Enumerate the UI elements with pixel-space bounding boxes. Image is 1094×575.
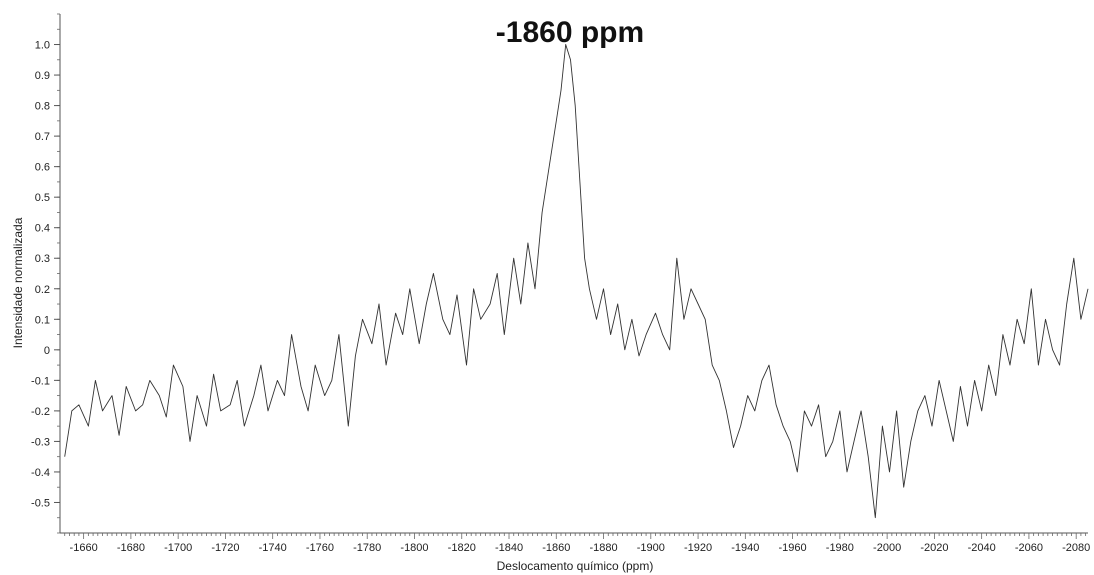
- x-tick-label: -2080: [1062, 542, 1090, 554]
- y-tick-label: 0.4: [35, 223, 50, 235]
- chart-title: -1860 ppm: [496, 16, 644, 49]
- y-tick-label: 0.7: [35, 131, 50, 143]
- y-tick-label: -0.4: [31, 467, 50, 479]
- x-tick-label: -1700: [164, 542, 192, 554]
- x-tick-label: -1940: [731, 542, 759, 554]
- x-tick-label: -1780: [353, 542, 381, 554]
- y-tick-label: 0.2: [35, 284, 50, 296]
- y-tick-label: 0.8: [35, 101, 50, 113]
- x-tick-label: -2000: [873, 542, 901, 554]
- x-tick-label: -1960: [779, 542, 807, 554]
- y-tick-label: 0.1: [35, 314, 50, 326]
- x-tick-label: -1980: [826, 542, 854, 554]
- x-tick-label: -1880: [589, 542, 617, 554]
- series-line-0: [64, 44, 1089, 519]
- y-tick-label: -0.1: [31, 375, 50, 387]
- x-tick-label: -1820: [448, 542, 476, 554]
- x-tick-label: -1760: [306, 542, 334, 554]
- x-tick-label: -1720: [211, 542, 239, 554]
- y-tick-label: 1.0: [35, 40, 50, 52]
- x-tick-label: -2040: [968, 542, 996, 554]
- x-tick-label: -1740: [259, 542, 287, 554]
- x-tick-label: -1860: [542, 542, 570, 554]
- x-tick-label: -2060: [1015, 542, 1043, 554]
- y-tick-label: -0.2: [31, 406, 50, 418]
- x-tick-label: -1840: [495, 542, 523, 554]
- x-tick-label: -2020: [920, 542, 948, 554]
- y-axis-title: Intensidade normalizada: [11, 217, 25, 348]
- y-tick-label: -0.5: [31, 497, 50, 509]
- x-tick-label: -1900: [637, 542, 665, 554]
- y-tick-label: 0.6: [35, 162, 50, 174]
- y-tick-label: 0.3: [35, 253, 50, 265]
- x-tick-label: -1800: [400, 542, 428, 554]
- y-tick-label: 0: [44, 345, 50, 357]
- x-tick-label: -1920: [684, 542, 712, 554]
- y-tick-label: -0.3: [31, 436, 50, 448]
- x-axis-title: Deslocamento químico (ppm): [497, 559, 654, 573]
- y-tick-label: 0.9: [35, 70, 50, 82]
- ticks: -1660 -1680 -1700 -1720 -1740 -1760 -1780 -1800…: [31, 13, 1090, 554]
- y-tick-label: 0.5: [35, 192, 50, 204]
- x-tick-label: -1660: [70, 542, 98, 554]
- x-tick-label: -1680: [117, 542, 145, 554]
- plot-area: [64, 44, 1089, 519]
